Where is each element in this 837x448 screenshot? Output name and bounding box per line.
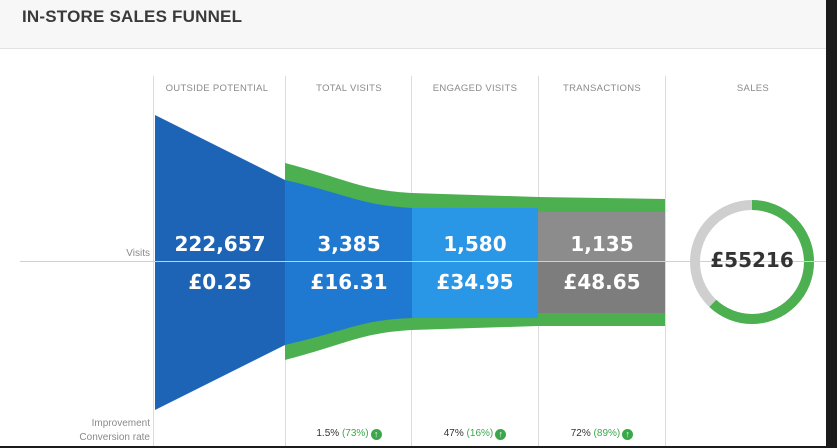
arrow-up-icon: ↑: [622, 429, 634, 440]
page-title: IN-STORE SALES FUNNEL: [22, 7, 243, 26]
visits-value-transactions: 1,135: [570, 232, 634, 256]
conversion-rate: 72%: [570, 428, 591, 439]
funnel-segment-engaged-visits: [412, 208, 538, 318]
improvement-gain: (89%): [593, 428, 621, 439]
improvement-gain: (73%): [341, 428, 369, 439]
funnel-segment-total-visits: [285, 180, 412, 345]
stage-label-sales: SALES: [736, 83, 770, 94]
stage-label-engaged-visits: ENGAGED VISITS: [432, 83, 518, 94]
conversion-transactions: 72% (89%) ↑: [539, 428, 665, 440]
row-label-visits: Visits: [126, 248, 150, 259]
conversion-rate: 1.5%: [316, 428, 340, 439]
row-label-conversion: Conversion rate: [79, 432, 150, 443]
funnel-segment-transactions-shade: [538, 262, 665, 313]
sales-ring-progress: [690, 200, 814, 324]
visits-baseline: [20, 261, 826, 262]
improvement-gain: (16%): [466, 428, 494, 439]
conversion-engaged-visits: 47% (16%) ↑: [412, 428, 538, 440]
visits-value-outside-potential: 222,657: [174, 232, 266, 256]
money-value-transactions: £48.65: [563, 270, 641, 294]
money-value-engaged-visits: £34.95: [436, 270, 514, 294]
conversion-total-visits: 1.5% (73%) ↑: [286, 428, 412, 440]
money-value-total-visits: £16.31: [310, 270, 388, 294]
sales-value: £55216: [710, 248, 794, 272]
arrow-up-icon: ↑: [495, 429, 507, 440]
card-header: IN-STORE SALES FUNNEL: [0, 0, 826, 49]
money-value-outside-potential: £0.25: [188, 270, 252, 294]
stage-label-total-visits: TOTAL VISITS: [316, 83, 382, 94]
visits-value-total-visits: 3,385: [317, 232, 381, 256]
stage-label-outside-potential: OUTSIDE POTENTIAL: [165, 83, 269, 94]
stage-label-transactions: TRANSACTIONS: [562, 83, 642, 94]
funnel-segment-outside-potential: [155, 115, 285, 410]
visits-value-engaged-visits: 1,580: [443, 232, 507, 256]
conversion-rate: 47%: [443, 428, 464, 439]
arrow-up-icon: ↑: [370, 429, 382, 440]
row-label-improvement: Improvement: [91, 418, 150, 429]
